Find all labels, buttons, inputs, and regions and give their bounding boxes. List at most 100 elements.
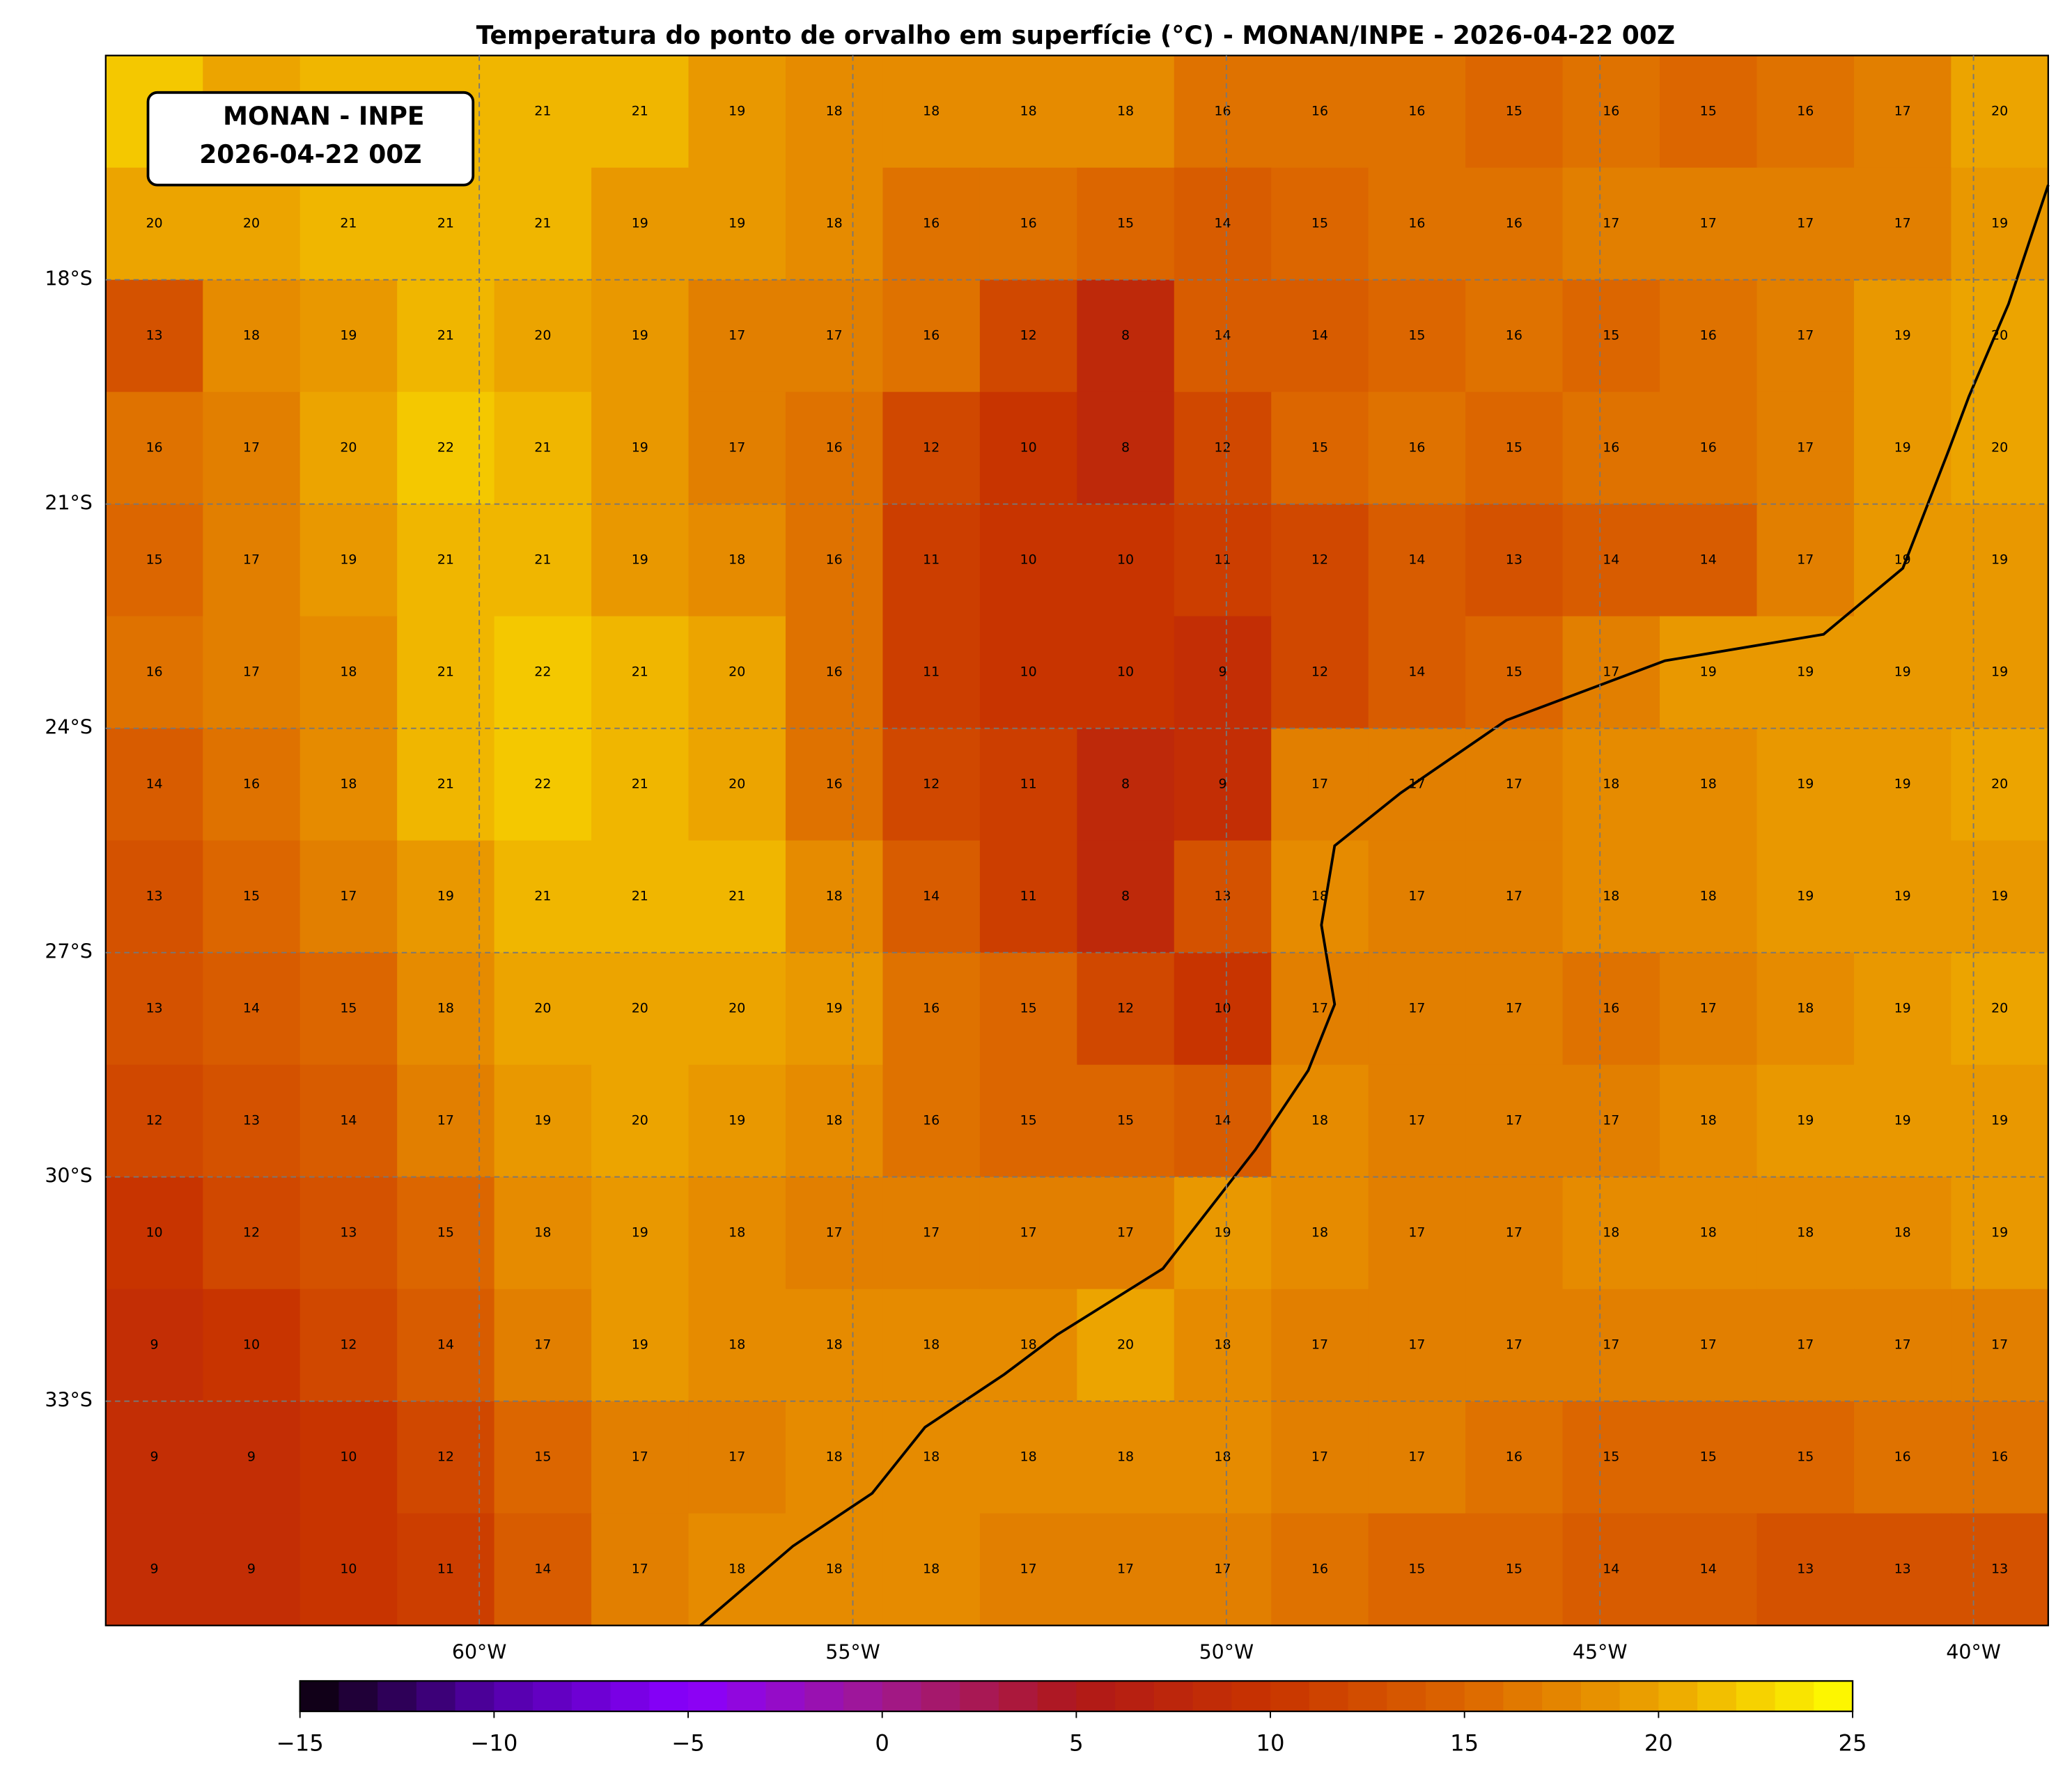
info-box: [146, 91, 475, 187]
field-cell: [1174, 728, 1272, 841]
field-cell: [1271, 1289, 1369, 1402]
colorbar-step: [1348, 1681, 1387, 1712]
field-cell: [105, 1513, 204, 1626]
field-cell: [1951, 1513, 2049, 1626]
colorbar-step: [533, 1681, 572, 1712]
field-cell: [688, 55, 786, 169]
field-value: 19: [1991, 1113, 2008, 1128]
field-cell: [1368, 1176, 1467, 1290]
x-tick-label: 55°W: [825, 1641, 880, 1664]
field-cell: [1174, 391, 1272, 505]
colorbar-tick-label: 0: [875, 1729, 889, 1756]
field-value: 19: [1894, 1113, 1911, 1128]
field-cell: [1271, 1513, 1369, 1626]
field-cell: [591, 391, 690, 505]
field-cell: [1756, 1064, 1855, 1178]
field-cell: [1951, 1289, 2049, 1402]
field-value: 9: [150, 1562, 158, 1577]
field-value: 15: [1797, 1449, 1814, 1465]
field-cell: [979, 1513, 1078, 1626]
field-cell: [299, 1289, 398, 1402]
field-cell: [397, 279, 495, 393]
field-cell: [1271, 1176, 1369, 1290]
field-value: 18: [1603, 777, 1619, 792]
field-value: 14: [1700, 552, 1717, 568]
field-value: 18: [243, 328, 260, 343]
field-value: 10: [1214, 1001, 1231, 1016]
field-value: 18: [1311, 889, 1328, 904]
field-value: 21: [534, 104, 551, 119]
field-cell: [1465, 1064, 1564, 1178]
field-value: 21: [534, 889, 551, 904]
colorbar-step: [1037, 1681, 1077, 1712]
field-cell: [1853, 1289, 1952, 1402]
field-value: 18: [1311, 1225, 1328, 1241]
field-value: 10: [1020, 552, 1037, 568]
field-cell: [882, 1064, 981, 1178]
field-cell: [1271, 167, 1369, 281]
field-value: 17: [1408, 1001, 1425, 1016]
field-cell: [105, 391, 204, 505]
field-cell: [979, 616, 1078, 729]
field-value: 16: [923, 216, 940, 231]
field-value: 17: [243, 664, 260, 680]
field-value: 20: [632, 1001, 648, 1016]
field-cell: [1465, 1513, 1564, 1626]
field-value: 18: [1020, 1449, 1037, 1465]
field-value: 17: [1700, 1001, 1717, 1016]
field-value: 16: [923, 1001, 940, 1016]
field-value: 13: [1797, 1562, 1814, 1577]
field-value: 21: [534, 552, 551, 568]
field-cell: [1271, 55, 1369, 169]
field-cell: [1368, 616, 1467, 729]
field-cell: [1174, 1064, 1272, 1178]
field-value: 17: [1894, 1337, 1911, 1353]
field-cell: [1951, 952, 2049, 1066]
field-value: 20: [632, 1113, 648, 1128]
field-value: 16: [1506, 216, 1522, 231]
field-cell: [105, 504, 204, 617]
field-cell: [1271, 1401, 1369, 1514]
field-cell: [1271, 1064, 1369, 1178]
field-value: 14: [1603, 552, 1619, 568]
field-value: 19: [632, 552, 648, 568]
field-value: 17: [1506, 889, 1522, 904]
colorbar-step: [1153, 1681, 1194, 1712]
field-value: 16: [1311, 1562, 1328, 1577]
field-value: 14: [1214, 328, 1231, 343]
field-value: 16: [1700, 440, 1717, 456]
field-cell: [785, 55, 884, 169]
field-value: 17: [1020, 1562, 1037, 1577]
colorbar-step: [1619, 1681, 1660, 1712]
field-value: 12: [1020, 328, 1037, 343]
field-cell: [688, 167, 786, 281]
field-value: 15: [340, 1001, 357, 1016]
field-cell: [785, 504, 884, 617]
field-cell: [591, 167, 690, 281]
field-cell: [785, 840, 884, 954]
field-cell: [1368, 1064, 1467, 1178]
colorbar-step: [843, 1681, 883, 1712]
field-value: 19: [632, 440, 648, 456]
field-cell: [1562, 279, 1660, 393]
field-value: 17: [1797, 1337, 1814, 1353]
field-value: 8: [1121, 777, 1130, 792]
field-value: 16: [923, 328, 940, 343]
field-cell: [1562, 1064, 1660, 1178]
field-value: 8: [1121, 889, 1130, 904]
field-cell: [1853, 504, 1952, 617]
field-value: 18: [1311, 1113, 1328, 1128]
field-value: 16: [146, 664, 162, 680]
colorbar-step: [1736, 1681, 1776, 1712]
field-value: 17: [1311, 1337, 1328, 1353]
field-cell: [979, 728, 1078, 841]
field-cell: [494, 167, 593, 281]
field-value: 19: [826, 1001, 843, 1016]
y-tick-label: 30°S: [45, 1165, 92, 1188]
field-cell: [299, 728, 398, 841]
colorbar-step: [804, 1681, 844, 1712]
field-cell: [397, 952, 495, 1066]
field-cell: [591, 1401, 690, 1514]
field-value: 17: [1506, 1337, 1522, 1353]
